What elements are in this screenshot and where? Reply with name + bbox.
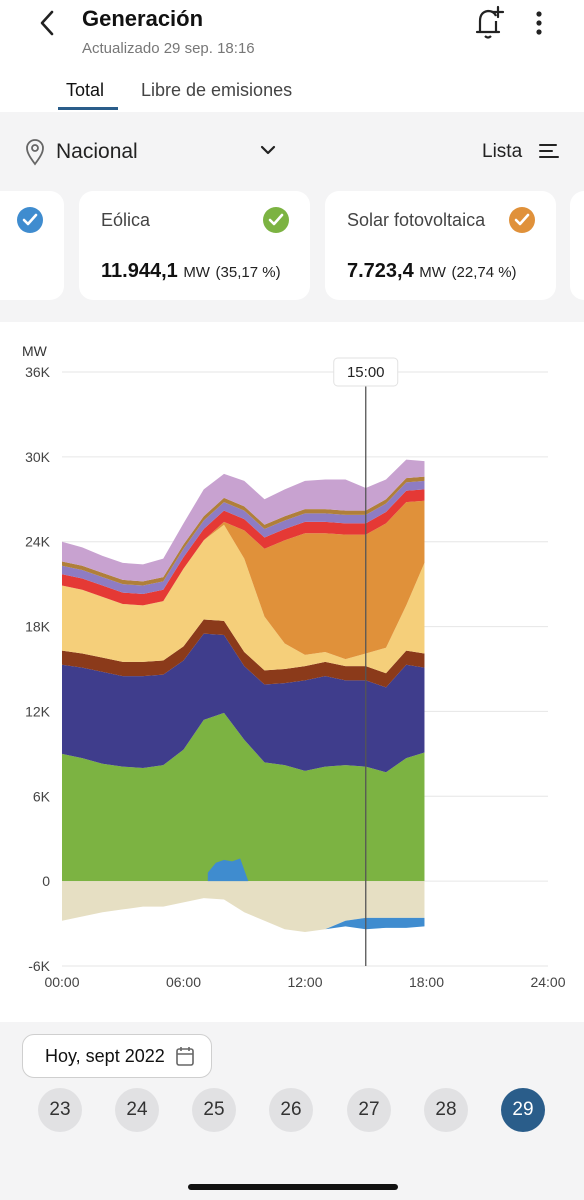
area-series-6: [62, 480, 425, 595]
area-series-5: [62, 489, 425, 606]
card-name: Eólica: [101, 210, 151, 230]
day-27[interactable]: 27: [347, 1088, 391, 1132]
card-unit: MW: [183, 264, 210, 281]
x-tick-label: 12:00: [287, 974, 322, 990]
active-tab-indicator: [58, 107, 118, 110]
more-vertical-icon[interactable]: [528, 8, 550, 38]
home-indicator: [188, 1184, 398, 1190]
cursor-label-box: [333, 357, 399, 387]
back-arrow-icon[interactable]: [32, 6, 62, 40]
x-tick-label: 24:00: [530, 974, 565, 990]
cursor-time-label: 15:00: [347, 364, 385, 381]
area-series-4: [62, 500, 425, 660]
list-view-button[interactable]: Lista: [482, 141, 523, 162]
app-header: Generación Actualizado 29 sep. 18:16 Tot…: [0, 0, 584, 112]
card-percent: (35,17 %): [215, 264, 281, 281]
chevron-down-icon[interactable]: [258, 142, 278, 158]
pumped-storage-area: [207, 858, 249, 882]
last-updated-text: Actualizado 29 sep. 18:16: [82, 40, 255, 57]
page-title: Generación: [82, 6, 204, 31]
x-tick-label: 18:00: [409, 974, 444, 990]
location-pin-icon: [26, 139, 44, 166]
checkmark-icon[interactable]: [262, 206, 290, 234]
card-name: Solar fotovoltaica: [347, 210, 486, 230]
tab-libre-de-emisiones[interactable]: Libre de emisiones: [141, 80, 293, 100]
area-series-3: [62, 524, 425, 674]
y-tick-label: 18K: [25, 619, 51, 635]
day-24[interactable]: 24: [115, 1088, 159, 1132]
technology-card-partial[interactable]: [0, 191, 64, 300]
card-value-number: 7.723,4: [347, 260, 414, 282]
sort-lines-icon[interactable]: [538, 142, 560, 160]
card-value-number: 11.944,1: [101, 260, 178, 282]
card-unit: MW: [419, 264, 446, 281]
day-23[interactable]: 23: [38, 1088, 82, 1132]
x-tick-label: 06:00: [166, 974, 201, 990]
y-tick-label: 6K: [33, 788, 51, 804]
technology-card-partial-right[interactable]: [570, 191, 584, 300]
day-28[interactable]: 28: [424, 1088, 468, 1132]
area-series-1: [62, 633, 425, 773]
card-value: 11.944,1 MW (35,17 %): [101, 260, 281, 283]
stacked-area-chart[interactable]: 36K 30K 24K 18K 12K 6K 0 -6K MW 00:00 06:00 12:00 18…: [0, 322, 584, 1022]
day-25[interactable]: 25: [192, 1088, 236, 1132]
technology-card-eolica[interactable]: Eólica 11.944,1 MW (35,17 %): [79, 191, 310, 300]
negative-area-series-0: [62, 881, 425, 933]
y-axis-label: MW: [22, 343, 48, 359]
area-series-2: [62, 619, 425, 688]
date-label: Hoy, sept 2022: [45, 1046, 165, 1066]
y-tick-label: 12K: [25, 703, 51, 719]
card-value: 7.723,4 MW (22,74 %): [347, 260, 517, 283]
day-29[interactable]: 29: [501, 1088, 545, 1132]
checkmark-icon[interactable]: [508, 206, 536, 234]
card-percent: (22,74 %): [451, 264, 517, 281]
area-series-0: [62, 712, 425, 882]
y-tick-label: 36K: [25, 364, 51, 380]
y-tick-label: -6K: [28, 958, 50, 974]
checkmark-icon[interactable]: [16, 206, 44, 234]
technology-card-solar[interactable]: Solar fotovoltaica 7.723,4 MW (22,74 %): [325, 191, 556, 300]
bell-plus-icon[interactable]: [472, 4, 506, 40]
tab-total[interactable]: Total: [66, 80, 105, 100]
y-tick-label: 24K: [25, 534, 51, 550]
date-picker-button[interactable]: Hoy, sept 2022: [22, 1034, 212, 1078]
y-tick-label: 0: [42, 873, 50, 889]
day-26[interactable]: 26: [269, 1088, 313, 1132]
area-series-7: [62, 476, 425, 586]
x-tick-label: 00:00: [44, 974, 79, 990]
calendar-icon: [176, 1047, 194, 1066]
y-tick-label: 30K: [25, 449, 51, 465]
location-selector[interactable]: Nacional: [56, 140, 138, 163]
area-series-8: [62, 459, 425, 582]
generation-chart[interactable]: 36K 30K 24K 18K 12K 6K 0 -6K MW 00:00 06:00 12:00 18…: [0, 322, 584, 1022]
